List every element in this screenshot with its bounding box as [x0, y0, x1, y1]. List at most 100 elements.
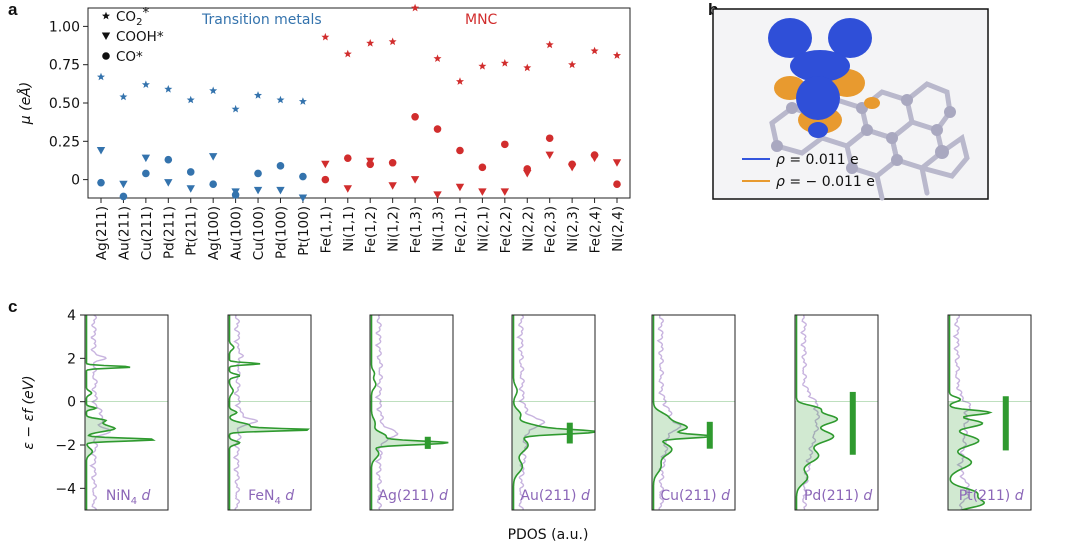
data-point-circle	[343, 154, 352, 162]
data-point-triangle-down	[164, 179, 173, 187]
data-point-triangle-down	[96, 147, 106, 155]
x-tick-label-a: Ni(2,1)	[475, 206, 491, 252]
subplot-content	[370, 315, 453, 510]
subplot-frame	[947, 314, 1032, 511]
data-point-star	[478, 62, 487, 70]
pdos-background-line	[374, 315, 399, 510]
data-point-triangle-down	[276, 186, 285, 195]
data-point-triangle-down	[119, 180, 128, 189]
pdos-d-band-line	[948, 315, 993, 510]
x-tick-label-a: Ag(100)	[206, 206, 222, 260]
data-point-star	[231, 104, 240, 113]
charge-density-panel: ρ = 0.011 e ρ = − 0.011 e	[712, 8, 989, 201]
pdos-background-line	[656, 315, 682, 510]
x-tick-label-a: Fe(1,3)	[408, 206, 424, 253]
data-point-circle	[321, 175, 330, 184]
pdos-subplot: Ag(211) d	[369, 314, 454, 511]
pdos-d-band-line	[652, 315, 713, 510]
subplot-content	[85, 315, 168, 510]
subplot-label: Pd(211) d	[804, 488, 872, 504]
x-tick-label-a: Fe(2,1)	[453, 206, 469, 253]
data-point-star	[411, 3, 420, 12]
subplot-label: FeN4 d	[248, 488, 294, 507]
data-point-triangle-down	[208, 153, 218, 161]
x-tick-label-a: Au(211)	[116, 206, 132, 260]
data-point-triangle-down	[343, 185, 352, 193]
pdos-subplot: Cu(211) d	[651, 314, 736, 511]
subplot-content	[512, 315, 595, 510]
x-tick-label-a: Pd(211)	[161, 206, 177, 259]
data-point-circle	[97, 178, 105, 187]
data-point-star	[500, 59, 509, 67]
data-point-triangle-down	[141, 154, 151, 163]
data-point-star	[568, 60, 577, 69]
x-tick-label-a: Fe(2,4)	[588, 206, 604, 253]
data-point-triangle-down	[500, 188, 510, 196]
x-tick-label-a: Cu(100)	[251, 206, 267, 260]
data-point-circle	[478, 163, 487, 172]
data-point-star	[366, 39, 375, 47]
x-tick-label-a: Cu(211)	[139, 206, 155, 260]
pdos-subplot: NiN4 d	[84, 314, 169, 511]
data-point-star	[590, 46, 599, 55]
data-point-circle	[613, 180, 621, 189]
y-tick-label-a: 1.00	[49, 19, 80, 35]
x-tick-label-a: Pt(100)	[296, 206, 312, 256]
pdos-filled-area	[948, 401, 991, 510]
data-point-circle	[142, 169, 150, 178]
y-tick-label-a: 0	[71, 173, 80, 189]
y-tick-label-a: 0.75	[49, 58, 80, 74]
data-point-circle	[433, 125, 442, 133]
pdos-background-line	[952, 315, 972, 510]
data-point-triangle-down	[186, 185, 195, 193]
data-point-star	[545, 40, 554, 49]
subplot-frame	[651, 314, 736, 511]
data-point-circle	[545, 134, 554, 143]
data-point-circle	[209, 180, 217, 189]
y-axis-label-c: ε − εf (eV)	[21, 375, 37, 449]
subplot-frame	[369, 314, 454, 511]
data-point-circle	[119, 192, 128, 201]
data-point-star	[298, 97, 307, 105]
subplot-label: Ag(211) d	[378, 488, 448, 504]
data-point-circle	[254, 169, 262, 178]
data-point-triangle-down	[298, 194, 308, 202]
data-point-star	[523, 63, 532, 72]
d-band-center-bar	[849, 391, 856, 455]
panel-label-a: a	[8, 0, 18, 19]
data-point-star	[343, 49, 352, 58]
group-label-mnc: MNC	[465, 12, 498, 28]
y-tick-label-c: −2	[55, 438, 76, 454]
data-point-triangle-down	[388, 182, 397, 190]
pdos-background-line	[516, 315, 546, 510]
data-point-circle	[590, 151, 599, 159]
y-tick-label-c: 4	[67, 308, 76, 324]
panel-label-c: c	[8, 297, 18, 316]
data-point-circle	[299, 172, 307, 181]
y-axis-label-a: μ (eÅ)	[17, 82, 34, 125]
subplot-content	[948, 315, 1031, 510]
plot-frame-a	[87, 7, 631, 199]
legend-marker-star	[102, 11, 110, 20]
data-point-star	[456, 77, 464, 85]
pdos-filled-area	[512, 401, 595, 510]
pdos-subplot: FeN4 d	[227, 314, 312, 511]
d-band-center-bar	[706, 421, 713, 449]
pdos-filled-area	[652, 401, 712, 510]
data-point-circle	[411, 112, 419, 121]
data-point-circle	[231, 191, 240, 199]
x-tick-label-a: Ni(1,2)	[386, 206, 402, 252]
pdos-d-band-line	[85, 315, 156, 510]
data-point-triangle-down	[321, 160, 330, 169]
y-tick-label-a: 0.25	[49, 134, 80, 150]
x-tick-label-a: Pt(211)	[184, 206, 200, 256]
data-point-star	[321, 32, 330, 41]
data-point-circle	[388, 158, 397, 167]
legend-marker-triangle-down	[101, 32, 111, 40]
subplot-label: Au(211) d	[520, 488, 590, 504]
pdos-filled-area	[795, 401, 838, 510]
d-band-center-bar	[1002, 396, 1009, 451]
d-band-center-bar	[424, 436, 431, 449]
x-tick-label-a: Fe(2,2)	[498, 206, 514, 253]
